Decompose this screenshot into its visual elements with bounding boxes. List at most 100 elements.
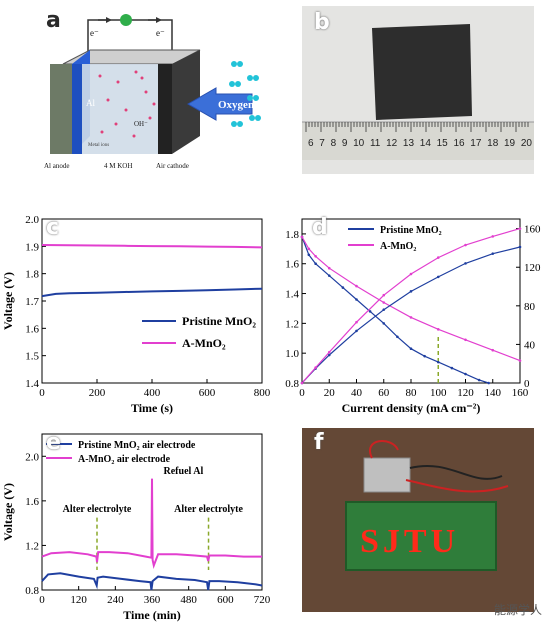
x-tick-label: 120 [70,594,87,606]
data-point [518,245,522,249]
ruler-number: 10 [353,138,365,149]
plot-frame [41,218,263,384]
x-tick-label: 60 [378,387,390,399]
anode-label: Al anode [44,162,69,170]
x-tick-label: 600 [217,594,234,606]
ruler-numbers: 6 7 8 9 10 11 12 13 14 15 16 17 18 19 20 [308,138,532,152]
data-point [464,262,467,265]
chart-e: 0 120 240 360 480 600 720 0.8 1.2 1.6 2.0 Alter ele… [1,433,271,622]
y2-tick-label: 40 [524,339,536,351]
ruler-number: 7 [319,138,325,149]
x-tick-label: 20 [324,387,336,399]
legend-label: A-MnO₂ air electrode [78,454,171,465]
y-tick-label: 2.0 [25,451,39,463]
led-board-photo: SJTU [302,428,534,612]
series-line-2 [301,246,521,384]
y-tick-label: 1.7 [25,296,39,308]
electron-right-label: e⁻ [156,28,165,38]
panel-e: 0 120 240 360 480 600 720 0.8 1.2 1.6 2.0 Alter ele… [0,426,272,626]
panel-label-e: e [46,430,61,455]
ruler-number: 14 [419,138,431,149]
data-point [487,381,490,385]
data-point [409,347,413,351]
watermark: 能源学人 [493,603,542,617]
data-point [327,266,331,270]
panel-d: 0 20 40 60 80 100 120 140 160 0.8 1.0 1.2 1.4 1.6 1.8 0… [272,205,550,420]
series-line-3 [301,228,521,384]
ruler-number: 12 [386,138,398,149]
x-tick-label: 480 [180,594,197,606]
data-point [368,310,372,313]
ruler-number: 6 [308,138,314,149]
data-point [423,354,426,358]
y-tick-label: 1.5 [25,351,39,363]
x-tick-label: 160 [512,387,529,399]
y-tick-label: 1.4 [25,378,39,390]
data-point [450,366,454,370]
x-tick-label: 600 [199,387,216,399]
electron-left-label: e⁻ [90,28,99,38]
panel-label-b: b [314,10,330,35]
x-tick-label: 140 [485,387,502,399]
data-point [491,252,495,256]
y-tick-label: 0.8 [25,585,39,597]
y-tick-label: 2.0 [25,214,39,226]
y2-tick-label: 120 [524,262,541,274]
series-line-1 [41,478,262,570]
ruler-number: 15 [436,138,448,149]
x-tick-label: 120 [457,387,474,399]
data-point [314,262,317,266]
data-point [518,227,522,230]
x-axis-label: Time (min) [123,608,180,622]
data-point [355,298,358,301]
data-point [307,253,311,257]
panel-a: Al OH⁻ Metal ions Oxygen e⁻ e⁻ Al anode … [38,6,278,174]
y-tick-label: 1.9 [25,241,39,253]
y-tick-label: 1.8 [25,269,39,281]
data-point [409,272,413,276]
series-line-0 [301,236,489,384]
x-axis-label: Current density (mA cm⁻²) [342,401,481,415]
x-tick-label: 0 [39,594,45,606]
legend-label: Pristine MnO₂ [182,314,256,328]
legend-label: A-MnO₂ [380,241,416,252]
y-tick-label: 1.0 [285,348,299,360]
ruler-number: 19 [503,138,516,149]
data-point [355,320,358,324]
x-tick-label: 800 [254,387,271,399]
data-point [341,286,345,289]
data-point [477,378,481,382]
x-axis-label: Time (s) [131,401,173,415]
data-point [314,366,317,369]
x-tick-label: 100 [430,387,447,399]
ruler-number: 13 [402,138,415,149]
data-point [382,322,386,325]
panel-f: SJTU f [302,428,534,612]
panel-b: 6 7 8 9 10 11 12 13 14 15 16 17 18 19 20 b [302,6,534,174]
data-point [464,243,467,247]
x-tick-label: 0 [39,387,45,399]
y-tick-label: 1.6 [285,259,299,271]
oh-label: OH⁻ [134,120,148,128]
panel-label-f: f [314,430,324,455]
ruler-number: 17 [470,138,482,149]
panel-label-d: d [312,215,328,240]
data-point [436,256,440,259]
y2-tick-label: 0 [524,378,530,390]
panel-c: 0 200 400 600 800 1.4 1.5 1.6 1.7 1.8 1.9 2.0 Time (… [0,205,272,420]
x-tick-label: 40 [351,387,363,399]
y-tick-label: 0.8 [285,378,299,390]
y2-tick-label: 80 [524,301,536,313]
y-tick-label: 1.6 [25,323,39,335]
y-tick-label: 1.6 [25,496,39,508]
y-tick-label: 1.8 [285,229,299,241]
x-tick-label: 240 [107,594,124,606]
x-tick-label: 0 [299,387,305,399]
data-point [491,348,495,352]
data-point [409,316,413,319]
data-point [464,338,467,342]
x-tick-label: 360 [144,594,161,606]
y-tick-label: 1.2 [285,318,299,330]
series-line-0 [41,572,263,591]
data-point [300,381,304,385]
